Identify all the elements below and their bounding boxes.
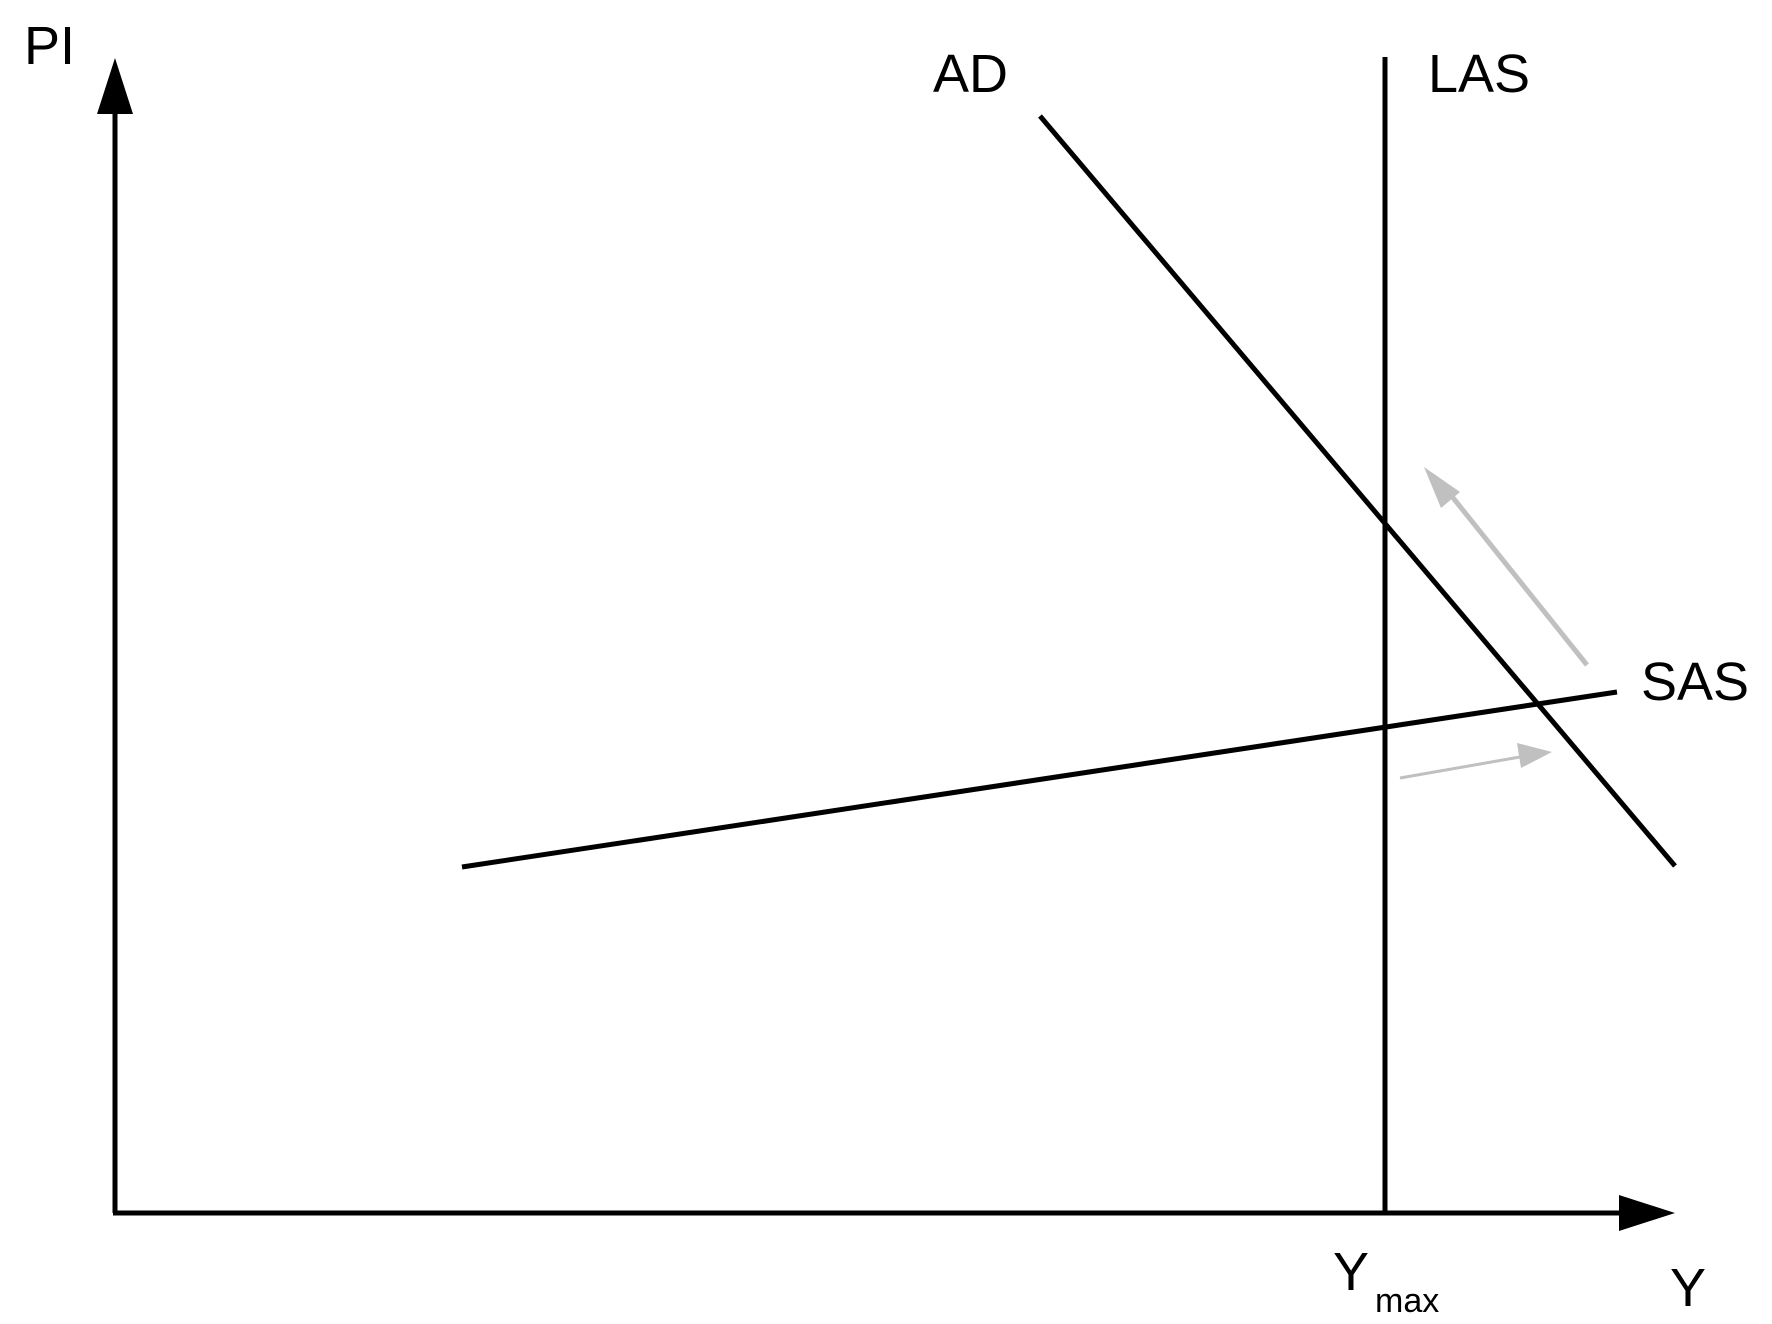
y-axis-arrowhead	[97, 58, 133, 114]
ymax-label: Y	[1333, 1242, 1369, 1302]
ad-curve	[1038, 114, 1677, 868]
sas-curve	[461, 689, 1618, 870]
shift-arrow-up-line	[1448, 492, 1589, 667]
x-axis-label: Y	[1670, 1258, 1706, 1318]
ad-label: AD	[933, 44, 1008, 104]
las-label: LAS	[1428, 44, 1530, 104]
ymax-subscript: max	[1375, 1282, 1439, 1320]
shift-arrow-up-head	[1424, 467, 1460, 508]
y-axis-label: PI	[24, 16, 75, 76]
sas-label: SAS	[1641, 652, 1749, 712]
x-axis-arrowhead	[1619, 1195, 1675, 1231]
shift-arrow-right-head	[1517, 743, 1552, 768]
shift-arrow-right-line	[1399, 755, 1521, 780]
